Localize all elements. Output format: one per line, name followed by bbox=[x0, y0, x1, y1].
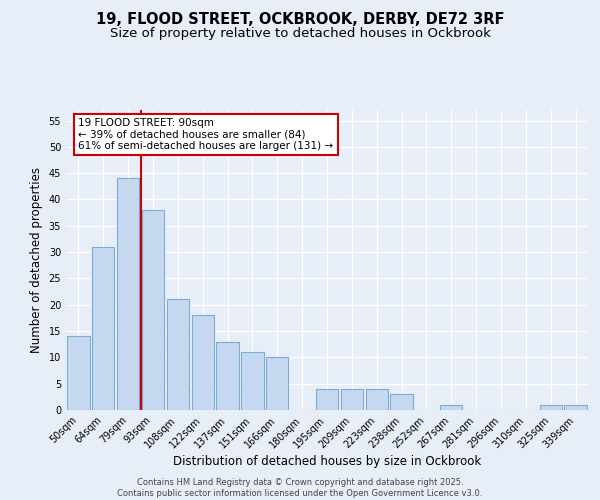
Bar bbox=[142, 210, 164, 410]
Bar bbox=[167, 300, 189, 410]
Text: 19, FLOOD STREET, OCKBROOK, DERBY, DE72 3RF: 19, FLOOD STREET, OCKBROOK, DERBY, DE72 … bbox=[96, 12, 504, 28]
Bar bbox=[217, 342, 239, 410]
Bar bbox=[266, 358, 289, 410]
Bar bbox=[391, 394, 413, 410]
Bar bbox=[92, 247, 115, 410]
Bar bbox=[365, 389, 388, 410]
Bar bbox=[440, 404, 463, 410]
Bar bbox=[539, 404, 562, 410]
Bar bbox=[67, 336, 89, 410]
Bar bbox=[191, 316, 214, 410]
Bar bbox=[565, 404, 587, 410]
Bar bbox=[117, 178, 139, 410]
Bar bbox=[241, 352, 263, 410]
X-axis label: Distribution of detached houses by size in Ockbrook: Distribution of detached houses by size … bbox=[173, 456, 481, 468]
Text: Contains HM Land Registry data © Crown copyright and database right 2025.
Contai: Contains HM Land Registry data © Crown c… bbox=[118, 478, 482, 498]
Bar bbox=[341, 389, 363, 410]
Y-axis label: Number of detached properties: Number of detached properties bbox=[30, 167, 43, 353]
Text: Size of property relative to detached houses in Ockbrook: Size of property relative to detached ho… bbox=[110, 28, 490, 40]
Text: 19 FLOOD STREET: 90sqm
← 39% of detached houses are smaller (84)
61% of semi-det: 19 FLOOD STREET: 90sqm ← 39% of detached… bbox=[79, 118, 334, 151]
Bar bbox=[316, 389, 338, 410]
